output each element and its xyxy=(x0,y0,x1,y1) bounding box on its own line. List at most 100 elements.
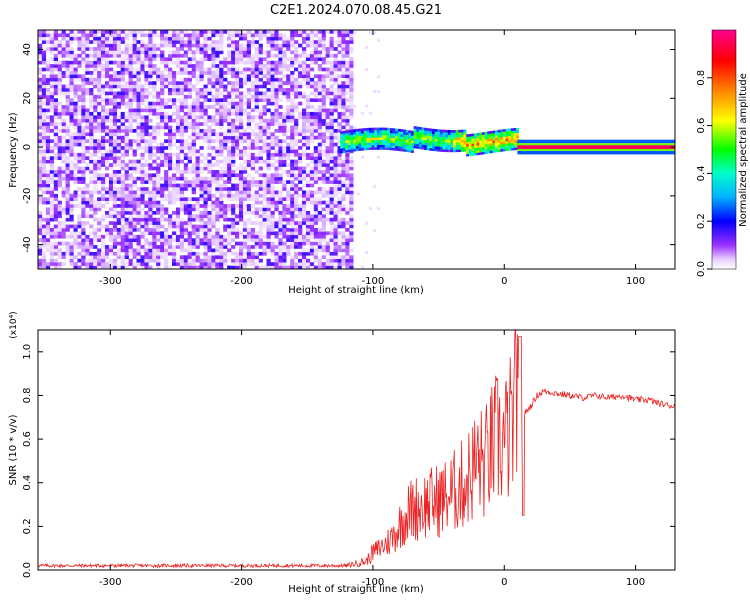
heatmap-cell xyxy=(73,204,78,208)
heatmap-cell xyxy=(45,122,51,126)
heatmap-cell xyxy=(333,67,338,72)
heatmap-cell xyxy=(250,231,255,236)
heatmap-cell xyxy=(239,81,244,85)
heatmap-cell xyxy=(175,234,181,239)
heatmap-cell xyxy=(371,127,375,131)
heatmap-cell xyxy=(270,84,275,89)
heatmap-cell xyxy=(321,101,326,106)
heatmap-cell xyxy=(379,144,383,148)
heatmap-cell xyxy=(294,94,299,99)
heatmap-cell xyxy=(313,251,318,256)
heatmap-cell xyxy=(132,50,137,55)
heatmap-cell xyxy=(313,211,318,215)
heatmap-cell xyxy=(112,156,118,160)
heatmap-cell xyxy=(215,190,220,195)
heatmap-cell xyxy=(349,84,354,89)
heatmap-cell xyxy=(278,84,283,89)
heatmap-cell xyxy=(258,221,263,225)
heatmap-cell xyxy=(337,159,342,164)
heatmap-cell xyxy=(254,193,259,198)
heatmap-cell xyxy=(41,245,47,249)
heatmap-cell xyxy=(495,137,498,141)
heatmap-cell xyxy=(497,132,501,135)
heatmap-cell xyxy=(81,84,86,89)
heatmap-cell xyxy=(254,207,259,212)
heatmap-cell xyxy=(49,149,54,154)
heatmap-cell xyxy=(341,94,346,99)
heatmap-cell xyxy=(286,211,291,215)
heatmap-cell xyxy=(128,214,133,219)
x-tick-label: -300 xyxy=(99,276,122,287)
heatmap-cell xyxy=(286,91,291,96)
heatmap-cell xyxy=(392,128,396,131)
heatmap-cell xyxy=(175,207,181,212)
heatmap-cell xyxy=(120,193,125,198)
heatmap-cell xyxy=(502,146,506,149)
heatmap-cell xyxy=(429,135,433,139)
heatmap-cell xyxy=(349,159,354,164)
heatmap-cell xyxy=(426,137,430,141)
heatmap-cell xyxy=(179,176,184,181)
heatmap-cell xyxy=(294,231,299,236)
heatmap-cell xyxy=(317,159,322,164)
heatmap-cell xyxy=(349,94,354,99)
heatmap-cell xyxy=(235,231,240,236)
heatmap-cell xyxy=(203,156,208,160)
heatmap-cell xyxy=(270,187,275,191)
heatmap-cell xyxy=(148,190,153,195)
heatmap-cell xyxy=(274,207,279,212)
heatmap-cell xyxy=(156,146,161,150)
heatmap-cell xyxy=(484,144,488,147)
heatmap-cell xyxy=(45,135,51,140)
heatmap-cell xyxy=(321,190,326,195)
heatmap-cell xyxy=(329,217,334,222)
heatmap-cell xyxy=(136,204,141,208)
heatmap-cell xyxy=(132,221,137,225)
heatmap-cell xyxy=(89,129,94,133)
heatmap-cell xyxy=(207,265,212,269)
heatmap-cell xyxy=(140,91,145,96)
heatmap-cell xyxy=(479,149,483,153)
heatmap-cell xyxy=(450,149,454,153)
heatmap-cell xyxy=(69,248,74,253)
heatmap-cell xyxy=(445,146,449,150)
heatmap-cell xyxy=(203,129,208,133)
heatmap-cell xyxy=(329,53,334,58)
heatmap-cell xyxy=(85,77,90,82)
heatmap-cell xyxy=(262,217,267,222)
heatmap-cell xyxy=(156,170,161,174)
heatmap-cell xyxy=(294,125,299,130)
heatmap-cell xyxy=(325,170,330,174)
heatmap-cell xyxy=(471,145,475,149)
heatmap-cell xyxy=(77,258,82,263)
heatmap-cell xyxy=(179,221,184,225)
heatmap-cell xyxy=(403,134,406,138)
heatmap-cell xyxy=(136,166,141,171)
heatmap-cell xyxy=(183,50,188,55)
heatmap-cell xyxy=(239,211,244,215)
heatmap-cell xyxy=(53,241,58,246)
heatmap-cell xyxy=(108,248,114,253)
heatmap-cell xyxy=(266,228,271,232)
heatmap-cell xyxy=(81,33,86,38)
heatmap-cell xyxy=(298,193,303,198)
heatmap-cell xyxy=(290,173,295,178)
heatmap-cell xyxy=(333,211,338,215)
heatmap-cell xyxy=(89,238,94,242)
heatmap-cell xyxy=(199,166,204,171)
heatmap-cell xyxy=(371,130,375,133)
heatmap-cell xyxy=(195,170,200,174)
heatmap-cell xyxy=(282,122,287,126)
heatmap-cell xyxy=(160,125,165,130)
heatmap-cell xyxy=(112,139,118,143)
heatmap-cell xyxy=(38,33,43,38)
heatmap-cell xyxy=(231,98,236,102)
heatmap-cell xyxy=(89,204,94,208)
heatmap-cell xyxy=(502,134,506,137)
heatmap-cell xyxy=(363,137,367,141)
heatmap-cell xyxy=(172,238,177,242)
heatmap-cell xyxy=(211,170,216,174)
heatmap-cell xyxy=(348,142,351,145)
heatmap-cell xyxy=(73,115,78,120)
heatmap-cell xyxy=(81,77,86,82)
